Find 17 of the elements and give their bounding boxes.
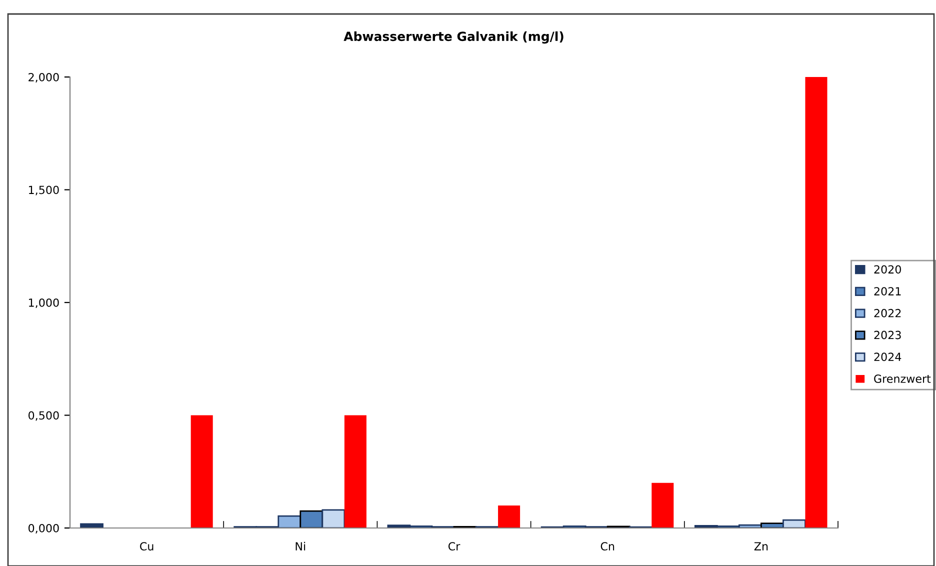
legend-label: 2022 [874, 308, 901, 318]
y-tick-label: 1,000 [28, 298, 59, 308]
x-tick-label: Ni [296, 542, 306, 550]
legend-label: 2023 [874, 330, 901, 340]
x-tick-label: Cr [448, 542, 460, 550]
x-tick-label: Cu [140, 542, 154, 550]
legend-label: 2021 [874, 287, 901, 296]
y-tick-label: 0,500 [28, 411, 59, 421]
y-tick-label: 0,000 [28, 524, 59, 534]
chart-title: Abwasserwerte Galvanik (mg/l) [344, 31, 564, 44]
legend-label: 2020 [874, 265, 901, 274]
y-tick-label: 1,500 [28, 186, 59, 196]
legend-label: 2024 [874, 352, 902, 362]
y-tick-label: 2,000 [28, 72, 59, 83]
x-tick-label: Cn [600, 542, 614, 550]
legend-label: Grenzwert [874, 374, 931, 383]
x-tick-label: Zn [754, 542, 768, 550]
